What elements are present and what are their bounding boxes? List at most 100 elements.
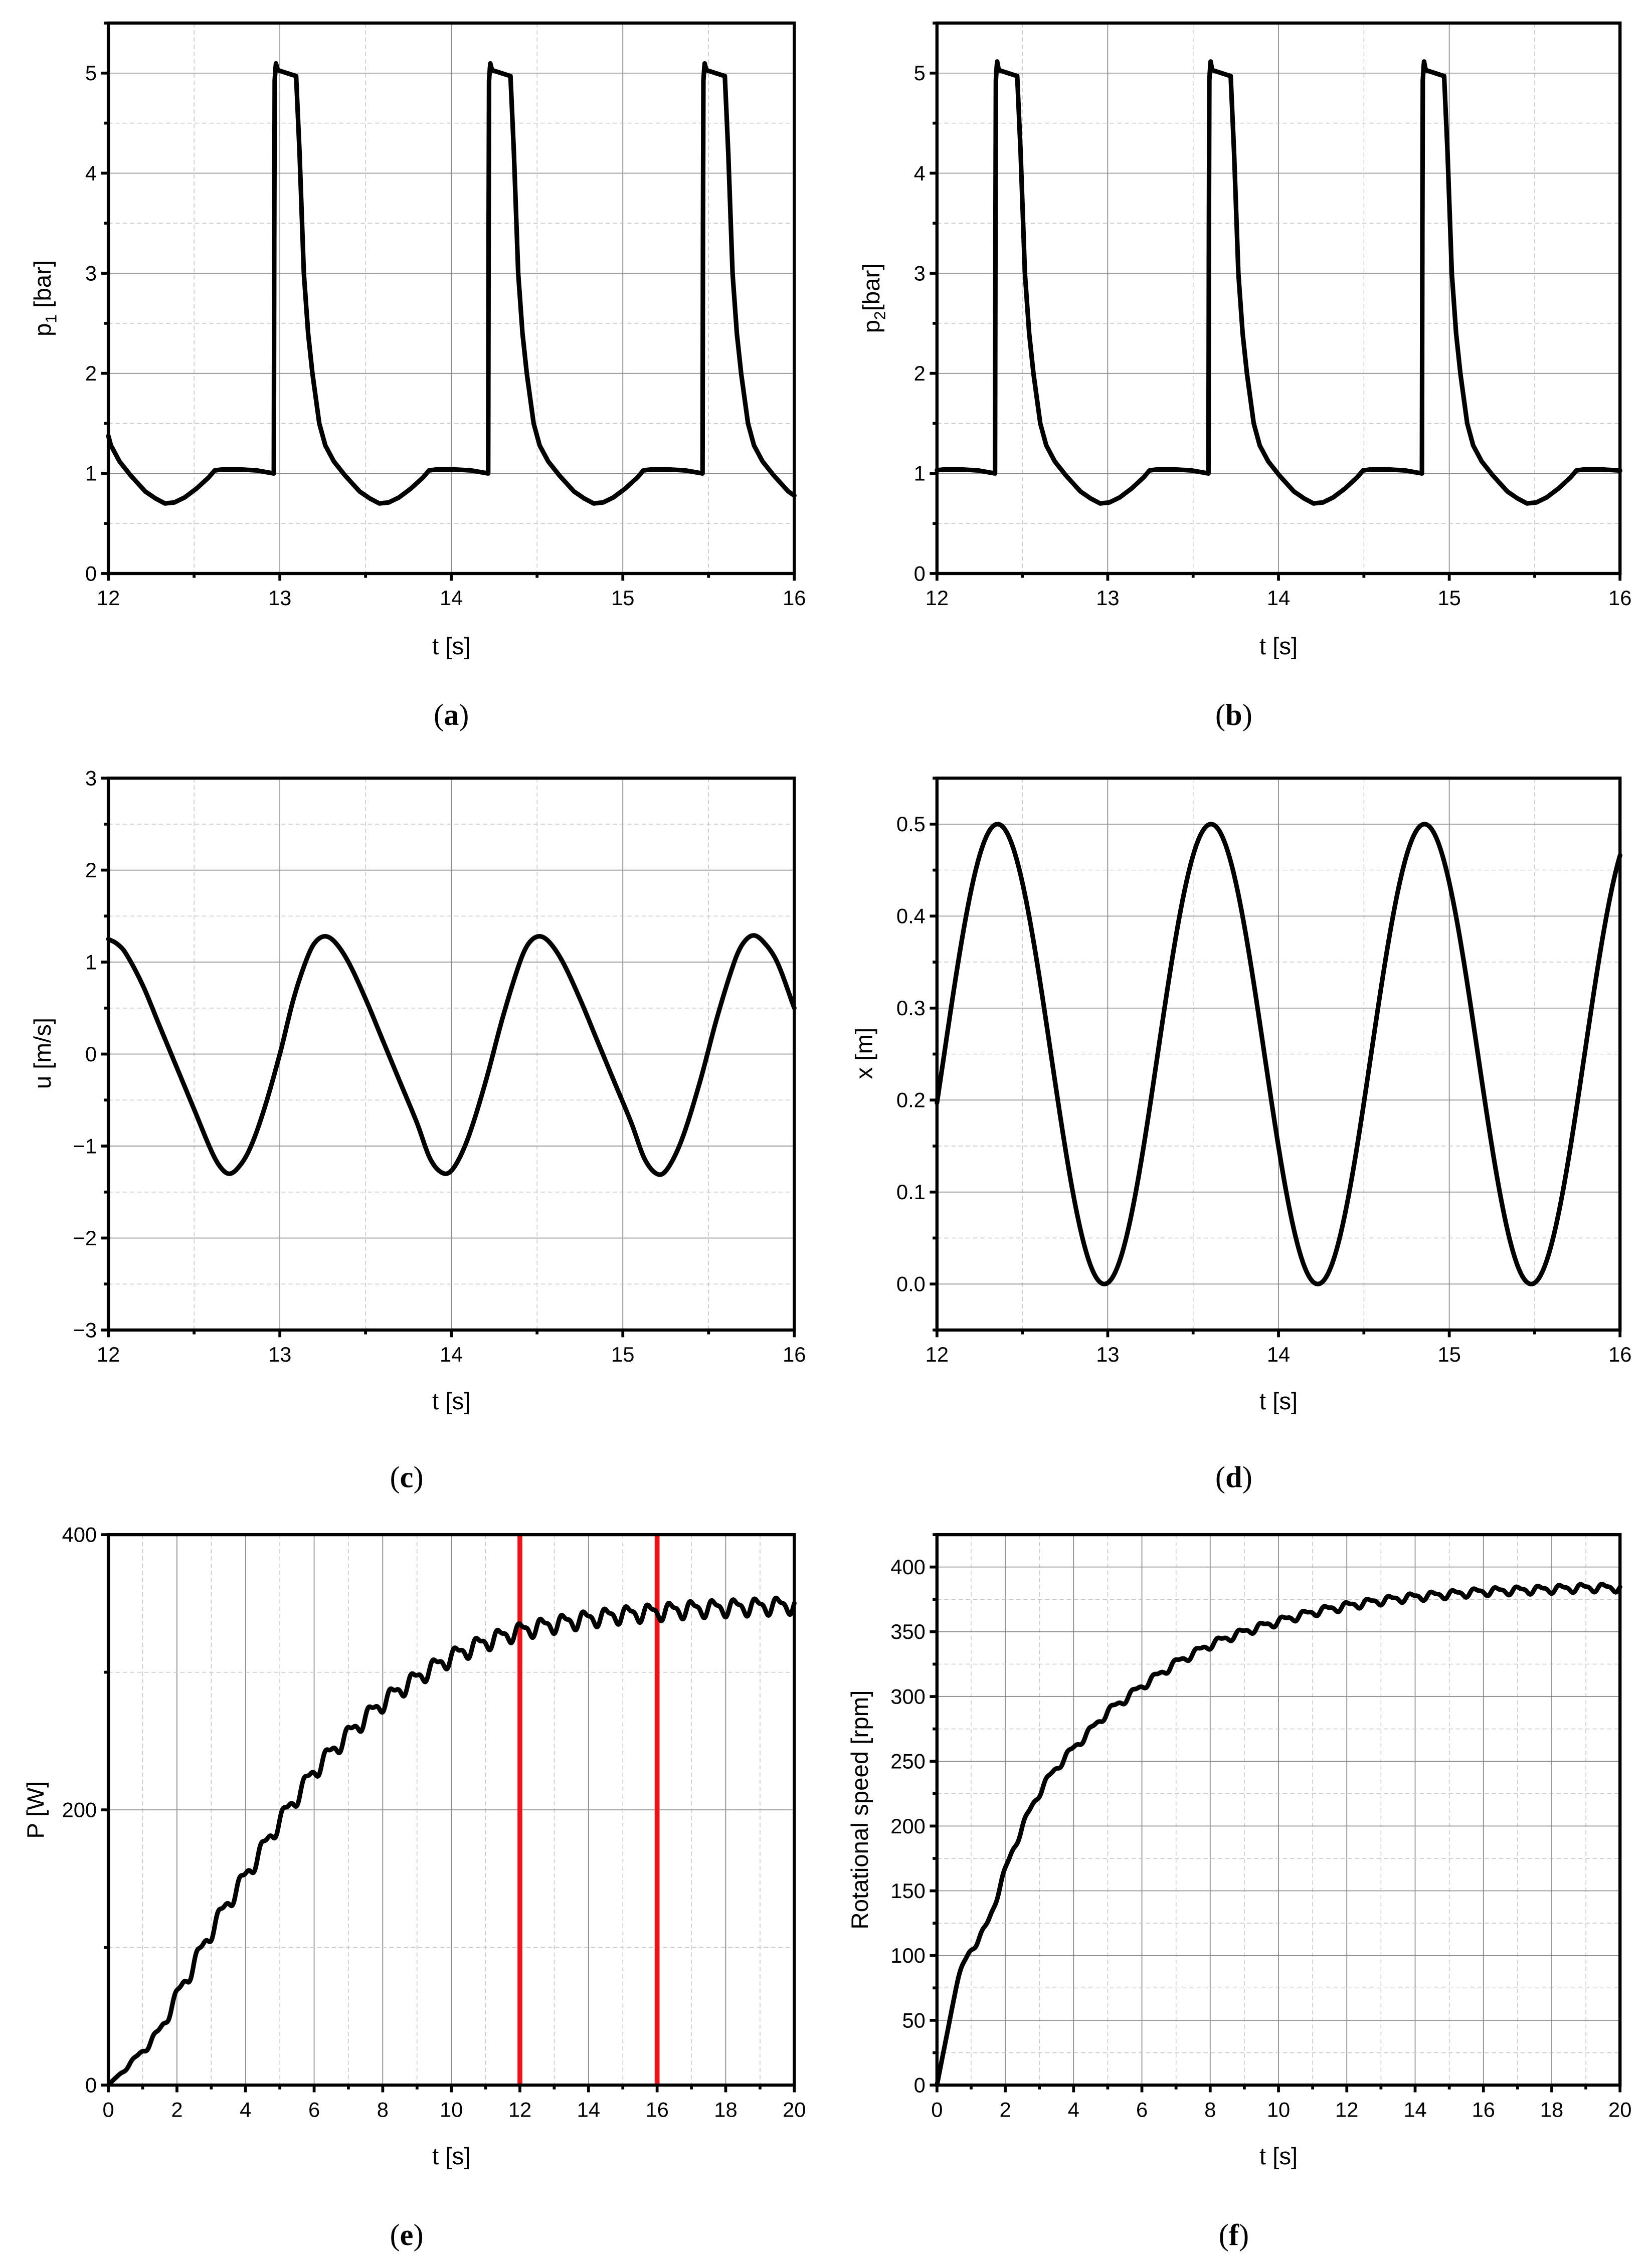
panel-caption: (e) bbox=[390, 2218, 424, 2252]
x-tick-label: 15 bbox=[611, 1343, 634, 1366]
y-tick-label: 4 bbox=[914, 161, 926, 185]
y-tick-label: 5 bbox=[85, 61, 97, 85]
x-tick-label: 12 bbox=[926, 1343, 949, 1366]
y-axis-label: u [m/s] bbox=[30, 1018, 56, 1089]
y-tick-label: 400 bbox=[890, 1555, 926, 1579]
y-tick-label: 300 bbox=[890, 1684, 926, 1708]
x-tick-label: 0 bbox=[103, 2098, 114, 2121]
y-axis-label: x [m] bbox=[851, 1028, 877, 1079]
y-tick-label: 0 bbox=[85, 561, 97, 585]
x-tick-label: 16 bbox=[1472, 2098, 1495, 2121]
y-tick-label: 2 bbox=[85, 361, 97, 385]
y-tick-label: 0 bbox=[85, 2073, 97, 2097]
y-tick-label: 1 bbox=[85, 462, 97, 485]
y-tick-label: 1 bbox=[85, 950, 97, 974]
y-tick-label: 0.4 bbox=[896, 904, 926, 928]
x-tick-label: 8 bbox=[1204, 2098, 1216, 2121]
x-axis-label: t [s] bbox=[1259, 1388, 1298, 1415]
curve-p2 bbox=[935, 59, 1622, 506]
x-tick-label: 12 bbox=[1335, 2098, 1358, 2121]
x-tick-label: 6 bbox=[308, 2098, 320, 2121]
y-axis-label: P [W] bbox=[23, 1781, 49, 1839]
y-tick-label: 0.0 bbox=[896, 1272, 926, 1296]
y-tick-label: 50 bbox=[902, 2008, 925, 2032]
x-tick-label: 12 bbox=[97, 1343, 120, 1366]
curve-x bbox=[935, 822, 1622, 1286]
y-tick-label: 200 bbox=[62, 1798, 97, 1821]
x-tick-label: 4 bbox=[1068, 2098, 1079, 2121]
data-line bbox=[935, 59, 1622, 506]
x-axis-label: t [s] bbox=[432, 1388, 470, 1415]
y-tick-label: 350 bbox=[890, 1620, 926, 1643]
x-tick-label: 15 bbox=[611, 586, 634, 610]
y-axis-label: p1 [bar] bbox=[30, 260, 60, 336]
axes-frame bbox=[101, 21, 796, 581]
y-tick-label: 150 bbox=[890, 1879, 926, 1903]
axes-frame bbox=[101, 776, 796, 1338]
x-tick-label: 14 bbox=[1267, 586, 1290, 610]
x-tick-label: 14 bbox=[1267, 1343, 1290, 1366]
x-tick-label: 16 bbox=[1608, 1343, 1631, 1366]
x-tick-label: 14 bbox=[440, 586, 463, 610]
y-tick-label: 5 bbox=[914, 61, 926, 85]
curve-u bbox=[106, 933, 797, 1177]
y-axis-label: Rotational speed [rpm] bbox=[847, 1690, 873, 1930]
x-tick-label: 8 bbox=[377, 2098, 389, 2121]
x-tick-label: 18 bbox=[1540, 2098, 1563, 2121]
axes-frame bbox=[101, 1533, 796, 2093]
curve-power bbox=[106, 1595, 797, 2088]
y-tick-label: 0.5 bbox=[896, 812, 926, 836]
x-tick-label: 18 bbox=[714, 2098, 737, 2121]
y-axis-label: p2[bar] bbox=[858, 264, 888, 333]
y-tick-label: 100 bbox=[890, 1944, 926, 1967]
plot-frame bbox=[106, 776, 796, 1332]
x-tick-label: 20 bbox=[783, 2098, 806, 2121]
grid bbox=[937, 23, 1620, 574]
x-tick-label: 12 bbox=[97, 586, 120, 610]
plot-frame bbox=[106, 1533, 796, 2087]
plot-frame bbox=[935, 776, 1622, 1332]
y-tick-label: 0.2 bbox=[896, 1088, 926, 1112]
panel-caption: (a) bbox=[434, 698, 469, 732]
panel-caption: (c) bbox=[390, 1460, 424, 1494]
tick-labels: 12 13 14 15 16 0.0 0.1 0.2 0.3 0.4 0.5 bbox=[896, 812, 1631, 1366]
y-tick-label: 0 bbox=[85, 1042, 97, 1066]
data-line bbox=[106, 933, 797, 1177]
axes-frame bbox=[930, 21, 1622, 581]
tick-labels: 0 2 4 6 8 10 12 14 16 18 2005010015020025030035040… bbox=[890, 1555, 1631, 2121]
y-tick-label: 200 bbox=[890, 1814, 926, 1838]
y-tick-label: 250 bbox=[890, 1750, 926, 1773]
x-tick-label: 0 bbox=[931, 2098, 943, 2121]
x-tick-label: 14 bbox=[577, 2098, 600, 2121]
y-tick-label: 400 bbox=[62, 1523, 97, 1546]
y-tick-label: 0.3 bbox=[896, 996, 926, 1020]
panel-d: 12 13 14 15 16 0.0 0.1 0.2 0.3 0.4 0.5 t [s] x [m]… bbox=[851, 776, 1631, 1494]
x-tick-label: 2 bbox=[171, 2098, 182, 2121]
y-tick-label: 1 bbox=[914, 462, 926, 485]
x-tick-label: 14 bbox=[1403, 2098, 1426, 2121]
y-tick-label: 0 bbox=[914, 2073, 926, 2097]
plot-frame bbox=[935, 1533, 1622, 2087]
x-tick-label: 16 bbox=[783, 1343, 806, 1366]
x-tick-label: 10 bbox=[440, 2098, 463, 2121]
x-tick-label: 12 bbox=[508, 2098, 531, 2121]
x-tick-label: 13 bbox=[1096, 1343, 1119, 1366]
x-axis-label: t [s] bbox=[432, 633, 470, 660]
axes-frame bbox=[930, 776, 1622, 1338]
curve-rotational-speed bbox=[935, 1582, 1622, 2088]
y-tick-label: −2 bbox=[73, 1226, 97, 1250]
y-tick-label: 2 bbox=[85, 858, 97, 882]
x-tick-label: 13 bbox=[268, 1343, 291, 1366]
data-line bbox=[935, 1582, 1622, 2088]
x-axis-label: t [s] bbox=[432, 2143, 470, 2170]
panel-caption: (f) bbox=[1219, 2218, 1249, 2252]
y-tick-label: 4 bbox=[85, 161, 97, 185]
data-line bbox=[106, 1595, 797, 2088]
